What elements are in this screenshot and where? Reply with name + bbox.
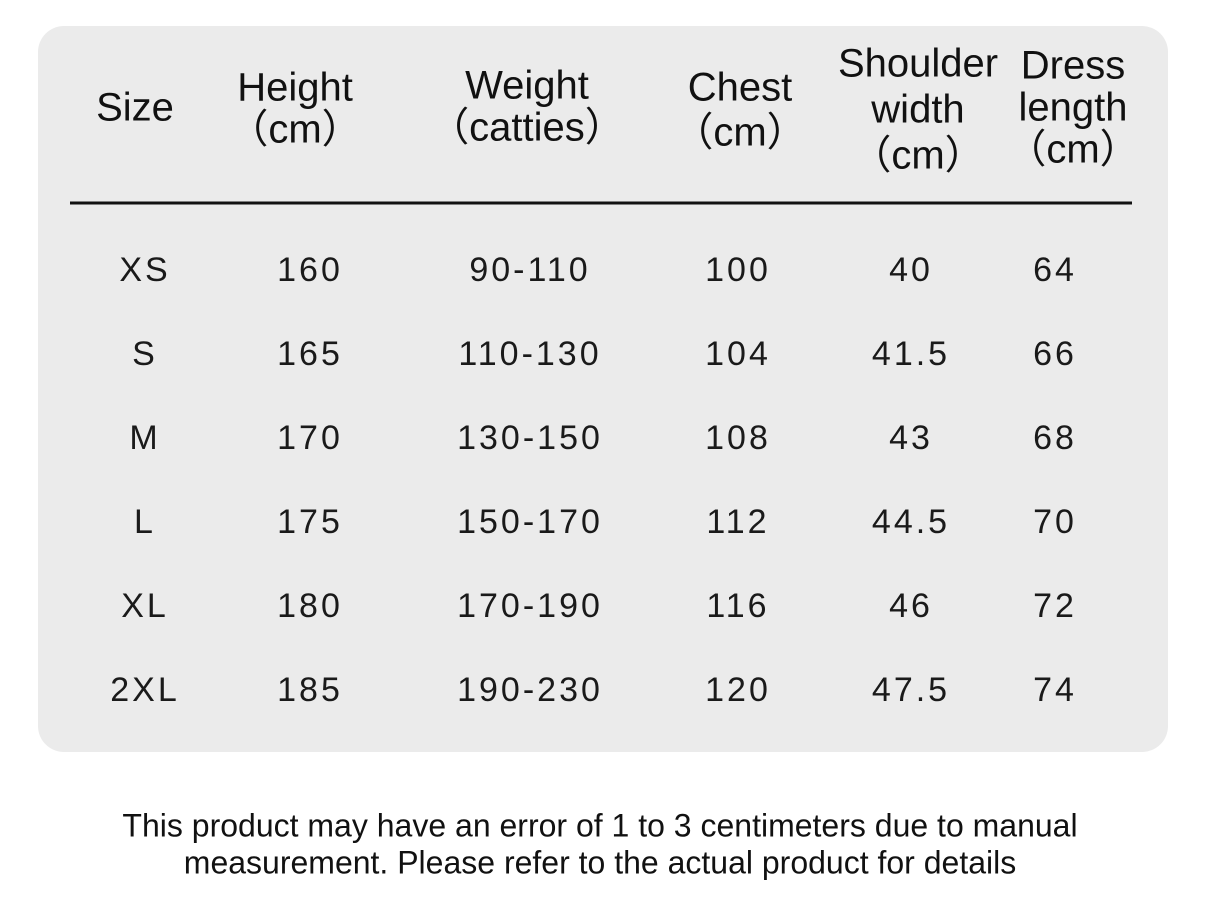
column-header: （cm）	[228, 108, 361, 152]
table-cell: 41.5	[872, 335, 950, 373]
table-panel	[38, 26, 1168, 752]
footnote: measurement. Please refer to the actual …	[184, 844, 1016, 880]
column-header: （cm）	[673, 111, 806, 155]
table-cell: 160	[277, 251, 343, 289]
table-cell: 180	[277, 587, 343, 625]
table-cell: 46	[889, 587, 933, 625]
table-cell: 120	[705, 671, 771, 709]
column-header: （cm）	[1006, 128, 1139, 172]
size-label: S	[132, 335, 158, 373]
table-cell: 47.5	[872, 671, 950, 709]
table-cell: 72	[1033, 587, 1077, 625]
column-header: Chest	[688, 66, 793, 110]
table-cell: 116	[706, 587, 769, 625]
table-cell: 175	[277, 503, 343, 541]
table-cell: 130-150	[457, 419, 603, 457]
column-header: Dress	[1021, 44, 1125, 88]
column-header: （catties）	[429, 106, 625, 150]
table-cell: 185	[277, 671, 343, 709]
table-cell: 43	[889, 419, 933, 457]
size-label: M	[129, 419, 160, 457]
column-header: width	[870, 88, 964, 132]
size-label: XL	[121, 587, 169, 625]
table-cell: 74	[1033, 671, 1077, 709]
table-cell: 112	[706, 503, 769, 541]
table-cell: 104	[705, 335, 771, 373]
table-cell: 68	[1033, 419, 1077, 457]
size-label: 2XL	[110, 671, 180, 709]
table-cell: 100	[705, 251, 771, 289]
table-cell: 44.5	[872, 503, 950, 541]
size-label: XS	[119, 251, 170, 289]
table-cell: 165	[277, 335, 343, 373]
table-cell: 190-230	[457, 671, 603, 709]
column-header: Size	[96, 86, 174, 130]
table-cell: 66	[1033, 335, 1077, 373]
table-cell: 108	[705, 419, 771, 457]
size-label: L	[134, 503, 156, 541]
table-cell: 170-190	[457, 587, 603, 625]
column-header: Shoulder	[838, 42, 998, 86]
column-header: （cm）	[851, 134, 984, 178]
column-header: Weight	[465, 64, 589, 108]
table-cell: 70	[1033, 503, 1077, 541]
table-cell: 40	[889, 251, 933, 289]
column-header: length	[1019, 86, 1128, 130]
column-header: Height	[237, 66, 353, 110]
table-cell: 64	[1033, 251, 1077, 289]
table-cell: 90-110	[469, 251, 590, 289]
table-cell: 170	[277, 419, 343, 457]
footnote: This product may have an error of 1 to 3…	[122, 807, 1077, 843]
table-cell: 110-130	[458, 335, 601, 373]
table-cell: 150-170	[457, 503, 603, 541]
